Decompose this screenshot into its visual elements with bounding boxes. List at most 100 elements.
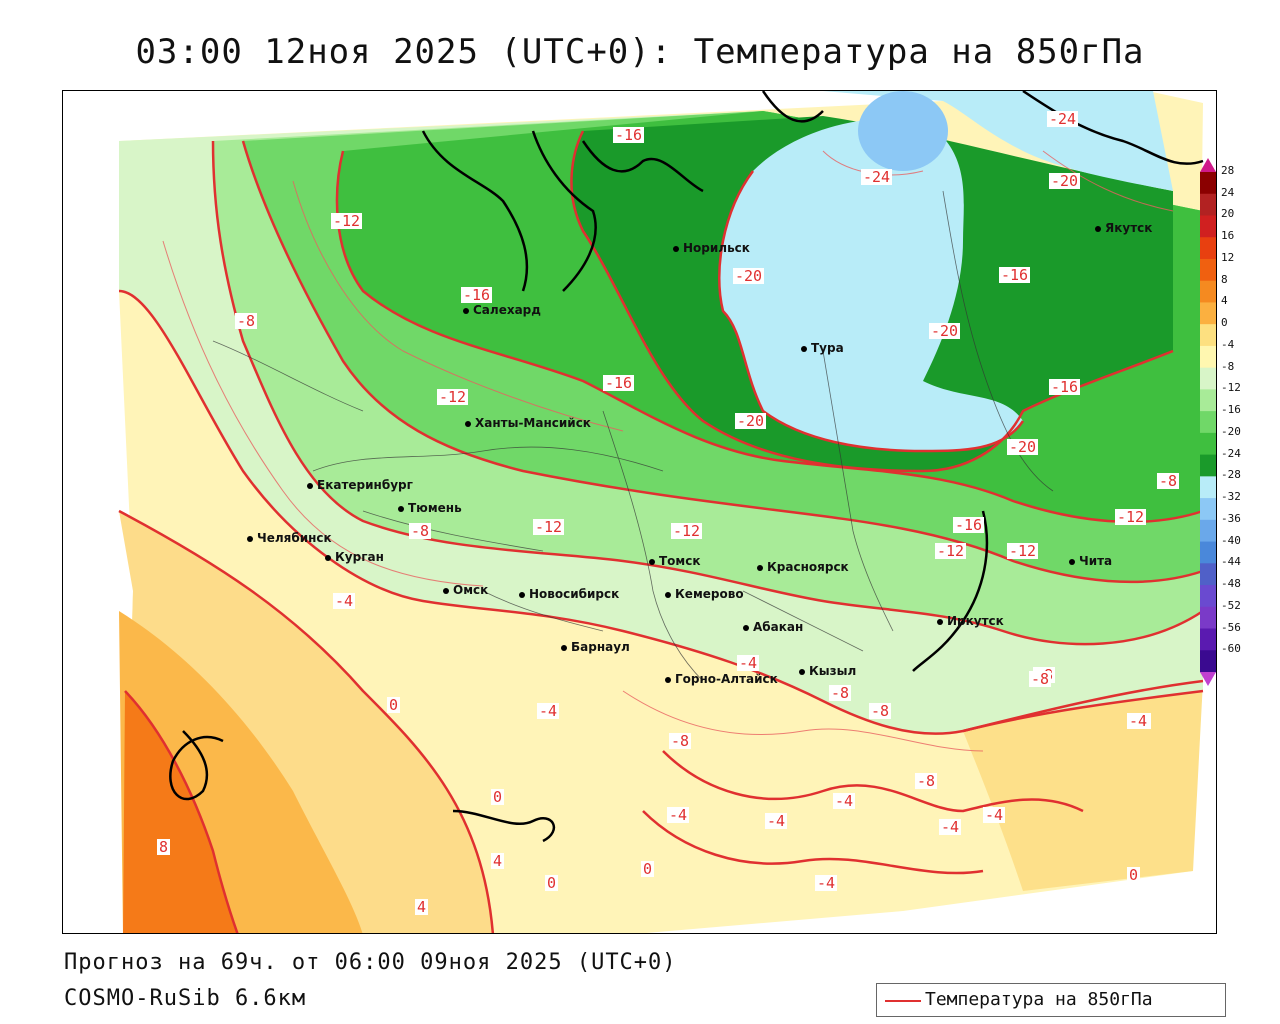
colorbar-segment — [1200, 650, 1216, 673]
zone-blue-minus24 — [719, 118, 1023, 451]
isotherm-label: -20 — [1049, 172, 1081, 190]
isotherm-label: -12 — [1115, 508, 1147, 526]
isotherm-label: -20 — [735, 412, 767, 430]
colorbar-segments — [1200, 172, 1216, 673]
city-krasnoyarsk[interactable]: Красноярск — [757, 560, 849, 574]
isotherm-label: 4 — [491, 852, 505, 870]
colorbar-segment — [1200, 585, 1216, 608]
colorbar-tick-label: -48 — [1221, 577, 1241, 591]
zone-warm-8 — [123, 691, 238, 933]
temperature-field-svg — [63, 91, 1216, 933]
colorbar-tick-label: -32 — [1221, 490, 1241, 504]
zone-blue-ne — [823, 91, 1173, 191]
city-irkutsk[interactable]: Иркутск — [937, 614, 1004, 628]
colorbar-tick-label: -8 — [1221, 359, 1235, 373]
isotherm-label: -4 — [983, 806, 1006, 824]
city-chita[interactable]: Чита — [1068, 554, 1113, 568]
isotherm-label: -12 — [437, 388, 469, 406]
colorbar-bottom-arrow — [1200, 672, 1216, 686]
city-tomsk[interactable]: Томск — [649, 554, 701, 568]
coastlines — [169, 91, 1204, 843]
colorbar-segment — [1200, 258, 1216, 282]
isotherm-thin-lines — [162, 150, 1174, 752]
isotherm-label: -4 — [815, 874, 838, 892]
colorbar-segment — [1200, 454, 1216, 477]
isotherm-label: -20 — [929, 322, 961, 340]
isotherm-label: -4 — [1127, 712, 1150, 730]
city-khanty-mansiysk[interactable]: Ханты-Мансийск — [465, 416, 591, 430]
forecast-caption: Прогноз на 69ч. от 06:00 09ноя 2025 (UTC… — [64, 950, 677, 975]
city-tyumen[interactable]: Тюмень — [398, 501, 462, 515]
colorbar-tick-label: 12 — [1221, 250, 1235, 264]
colorbar-segment — [1200, 519, 1216, 543]
city-salekhard[interactable]: Салехард — [463, 303, 541, 317]
colorbar-tick-label: -24 — [1221, 446, 1241, 460]
city-barnaul[interactable]: Барнаул — [561, 640, 630, 654]
isotherm-label: -8 — [1029, 670, 1052, 688]
city-abakan[interactable]: Абакан — [742, 620, 804, 634]
isotherm-label: -4 — [765, 812, 788, 830]
colorbar-segment — [1200, 345, 1216, 369]
isotherm-label: -8 — [829, 684, 852, 702]
colorbar-tick-label: -4 — [1221, 337, 1235, 351]
colorbar-tick-label: -52 — [1221, 598, 1241, 612]
city-tura[interactable]: Тура — [801, 341, 844, 355]
isotherm-label: -8 — [915, 772, 938, 790]
isotherm-label: 0 — [491, 788, 505, 806]
isotherm-label: -12 — [1007, 542, 1039, 560]
legend-label: Температура на 850гПа — [925, 989, 1153, 1010]
map-panel[interactable]: Норильск Салехард Тура Якутск Ханты-Манс… — [62, 90, 1217, 934]
colorbar-top-arrow — [1200, 158, 1216, 172]
isotherm-label: 0 — [641, 860, 655, 878]
isotherm-label: -12 — [671, 522, 703, 540]
colorbar-segment — [1200, 606, 1216, 630]
city-yekaterinburg[interactable]: Екатеринбург — [307, 478, 413, 492]
isotherm-label: -16 — [999, 266, 1031, 284]
isotherm-label: -4 — [667, 806, 690, 824]
isotherm-label: 8 — [157, 838, 171, 856]
zone-warm-se — [963, 681, 1203, 891]
isotherm-label: -8 — [409, 522, 432, 540]
colorbar-segment — [1200, 498, 1216, 521]
colorbar-tick-label: -16 — [1221, 403, 1241, 417]
map-title: 03:00 12ноя 2025 (UTC+0): Температура на… — [135, 32, 1145, 72]
city-chelyabinsk[interactable]: Челябинск — [247, 531, 332, 545]
isotherm-label: -16 — [953, 516, 985, 534]
city-novosibirsk[interactable]: Новосибирск — [518, 587, 620, 601]
colorbar-tick-label: 0 — [1221, 316, 1228, 330]
colorbar-tick-label: -20 — [1221, 424, 1241, 438]
isotherm-label: -4 — [737, 654, 760, 672]
city-yakutsk[interactable]: Якутск — [1094, 221, 1153, 235]
isotherm-label: -8 — [669, 732, 692, 750]
isotherm-label: 4 — [415, 898, 429, 916]
colorbar-tick-label: -44 — [1221, 555, 1241, 569]
temperature-colorbar — [1200, 158, 1216, 686]
colorbar-svg — [1200, 158, 1216, 686]
isotherm-label: -20 — [733, 267, 765, 285]
isotherm-label: -4 — [537, 702, 560, 720]
isotherm-lines — [118, 130, 1204, 933]
city-kemerovo[interactable]: Кемерово — [665, 587, 744, 601]
colorbar-segment — [1200, 367, 1216, 390]
colorbar-tick-label: -28 — [1221, 468, 1241, 482]
colorbar-tick-label: -36 — [1221, 511, 1241, 525]
colorbar-segment — [1200, 280, 1216, 303]
isotherm-label: -16 — [1049, 378, 1081, 396]
city-kyzyl[interactable]: Кызыл — [798, 664, 857, 678]
city-omsk[interactable]: Омск — [442, 583, 489, 597]
city-gorno-altaysk[interactable]: Горно-Алтайск — [665, 672, 778, 686]
colorbar-segment — [1200, 563, 1216, 586]
city-kurgan[interactable]: Курган — [325, 550, 384, 564]
city-norilsk[interactable]: Норильск — [673, 241, 750, 255]
colorbar-tick-label: -40 — [1221, 533, 1241, 547]
colorbar-segment — [1200, 302, 1216, 325]
colorbar-tick-label: 8 — [1221, 272, 1228, 286]
colorbar-segment — [1200, 237, 1216, 260]
isotherm-label: -4 — [939, 818, 962, 836]
legend-line-swatch — [885, 1000, 921, 1002]
isotherm-label: -16 — [461, 286, 493, 304]
isotherm-label: -4 — [833, 792, 856, 810]
isotherm-label: -16 — [603, 374, 635, 392]
isotherm-label: -24 — [861, 168, 893, 186]
region-boundaries — [212, 190, 1054, 682]
